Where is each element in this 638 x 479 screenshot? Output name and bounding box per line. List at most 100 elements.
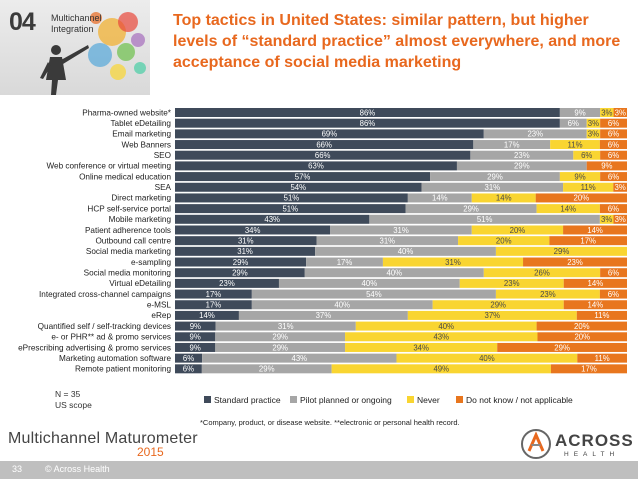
value-label: 9% (601, 162, 612, 171)
value-label: 40% (398, 247, 414, 256)
bar-segment-pilot (215, 332, 346, 342)
value-label: 54% (290, 183, 306, 192)
bar-segment-standard (175, 310, 239, 320)
bar-segment-pilot (407, 193, 472, 203)
category-label: Web conference or virtual meeting (46, 162, 171, 171)
bar-segment-standard (175, 108, 560, 117)
logo-mark-icon (521, 429, 551, 459)
value-label: 31% (485, 183, 501, 192)
value-label: 20% (496, 236, 512, 245)
value-label: 63% (308, 162, 324, 171)
section-number: 04 (9, 8, 36, 36)
bar-segment-never (407, 310, 577, 320)
sample-note: N = 35 US scope (55, 389, 92, 411)
bar-segment-pilot (304, 268, 484, 278)
bar-segment-pilot (215, 342, 346, 352)
bar-segment-dontknow (563, 225, 627, 235)
value-label: 29% (272, 333, 288, 342)
bar-segment-standard (175, 118, 560, 128)
value-label: 29% (463, 204, 479, 213)
bar-segment-dontknow (613, 108, 627, 117)
bar-segment-pilot (251, 300, 433, 310)
value-label: 23% (504, 279, 520, 288)
value-label: 31% (237, 247, 253, 256)
value-label: 51% (284, 194, 300, 203)
bar-segment-standard (175, 236, 317, 246)
value-label: 17% (206, 301, 222, 310)
category-label: Outbound call centre (95, 236, 171, 245)
category-label: Integrated cross-channel campaigns (39, 290, 171, 299)
value-label: 9% (574, 108, 585, 117)
bar-segment-dontknow (550, 364, 627, 374)
value-label: 14% (588, 279, 604, 288)
value-label: 9% (190, 322, 201, 331)
bar-segment-pilot (559, 108, 601, 117)
bar-segment-pilot (430, 172, 560, 182)
value-label: 14% (432, 194, 448, 203)
bar-segment-never (550, 140, 600, 150)
bar-segment-never (586, 129, 601, 139)
bar-segment-never (600, 108, 614, 117)
legend-label: Do not know / not applicable (466, 395, 573, 405)
value-label: 3% (615, 215, 626, 224)
value-label: 3% (615, 108, 626, 117)
value-label: 29% (259, 365, 275, 374)
section-name: Multichannel Integration (51, 13, 102, 34)
bar-segment-dontknow (599, 140, 627, 150)
value-label: 17% (581, 365, 597, 374)
value-label: 40% (386, 269, 402, 278)
category-label: Online medical education (79, 172, 171, 181)
value-label: 11% (568, 140, 583, 149)
bar-segment-standard (175, 129, 484, 139)
bar-segment-standard (175, 364, 202, 374)
category-label: Social media marketing (86, 247, 172, 256)
bar-segment-pilot (473, 140, 551, 150)
bar-segment-dontknow (586, 161, 627, 171)
bar-segment-pilot (201, 364, 332, 374)
bar-segment-standard (175, 214, 370, 224)
bar-segment-standard (175, 268, 305, 278)
category-label: Web Banners (122, 140, 171, 149)
category-label: e-MSL (147, 301, 172, 310)
value-label: 6% (608, 172, 619, 181)
value-label: 66% (316, 140, 332, 149)
bar-segment-never (458, 236, 550, 246)
bar-segment-never (471, 193, 536, 203)
value-label: 86% (360, 108, 376, 117)
chart-legend: Standard practice Pilot planned or ongoin… (204, 395, 573, 405)
value-label: 31% (393, 226, 409, 235)
value-label: 29% (487, 172, 503, 181)
bar-segment-never (459, 278, 564, 288)
value-label: 6% (608, 119, 619, 128)
category-label: eRep (151, 311, 171, 320)
value-label: 69% (322, 130, 338, 139)
bar-segment-never (586, 118, 601, 128)
value-label: 20% (574, 322, 590, 331)
bar-segment-dontknow (613, 214, 627, 224)
value-label: 40% (334, 301, 350, 310)
bar-segment-never (573, 150, 601, 160)
page-number: 33 (12, 464, 23, 474)
bar-segment-standard (175, 321, 216, 331)
value-label: 9% (189, 333, 200, 342)
footnote: *Company, product, or disease website. *… (200, 418, 460, 427)
value-label: 43% (433, 333, 449, 342)
value-label: 9% (574, 172, 585, 181)
value-label: 11% (594, 311, 609, 320)
value-label: 23% (567, 258, 583, 267)
value-label: 29% (490, 301, 506, 310)
bar-segment-pilot (316, 236, 459, 246)
value-label: 31% (445, 258, 461, 267)
value-label: 29% (554, 343, 570, 352)
value-label: 14% (496, 194, 512, 203)
value-label: 29% (272, 343, 288, 352)
legend-swatch-standard (204, 396, 211, 403)
value-label: 6% (608, 290, 619, 299)
bar-segment-never (495, 289, 600, 299)
value-label: 34% (413, 343, 429, 352)
slide-title: Top tactics in United States: similar pa… (173, 12, 621, 71)
value-label: 57% (295, 172, 311, 181)
bar-segment-never (355, 321, 537, 331)
value-label: 37% (485, 311, 501, 320)
bar-segment-never (563, 182, 614, 192)
